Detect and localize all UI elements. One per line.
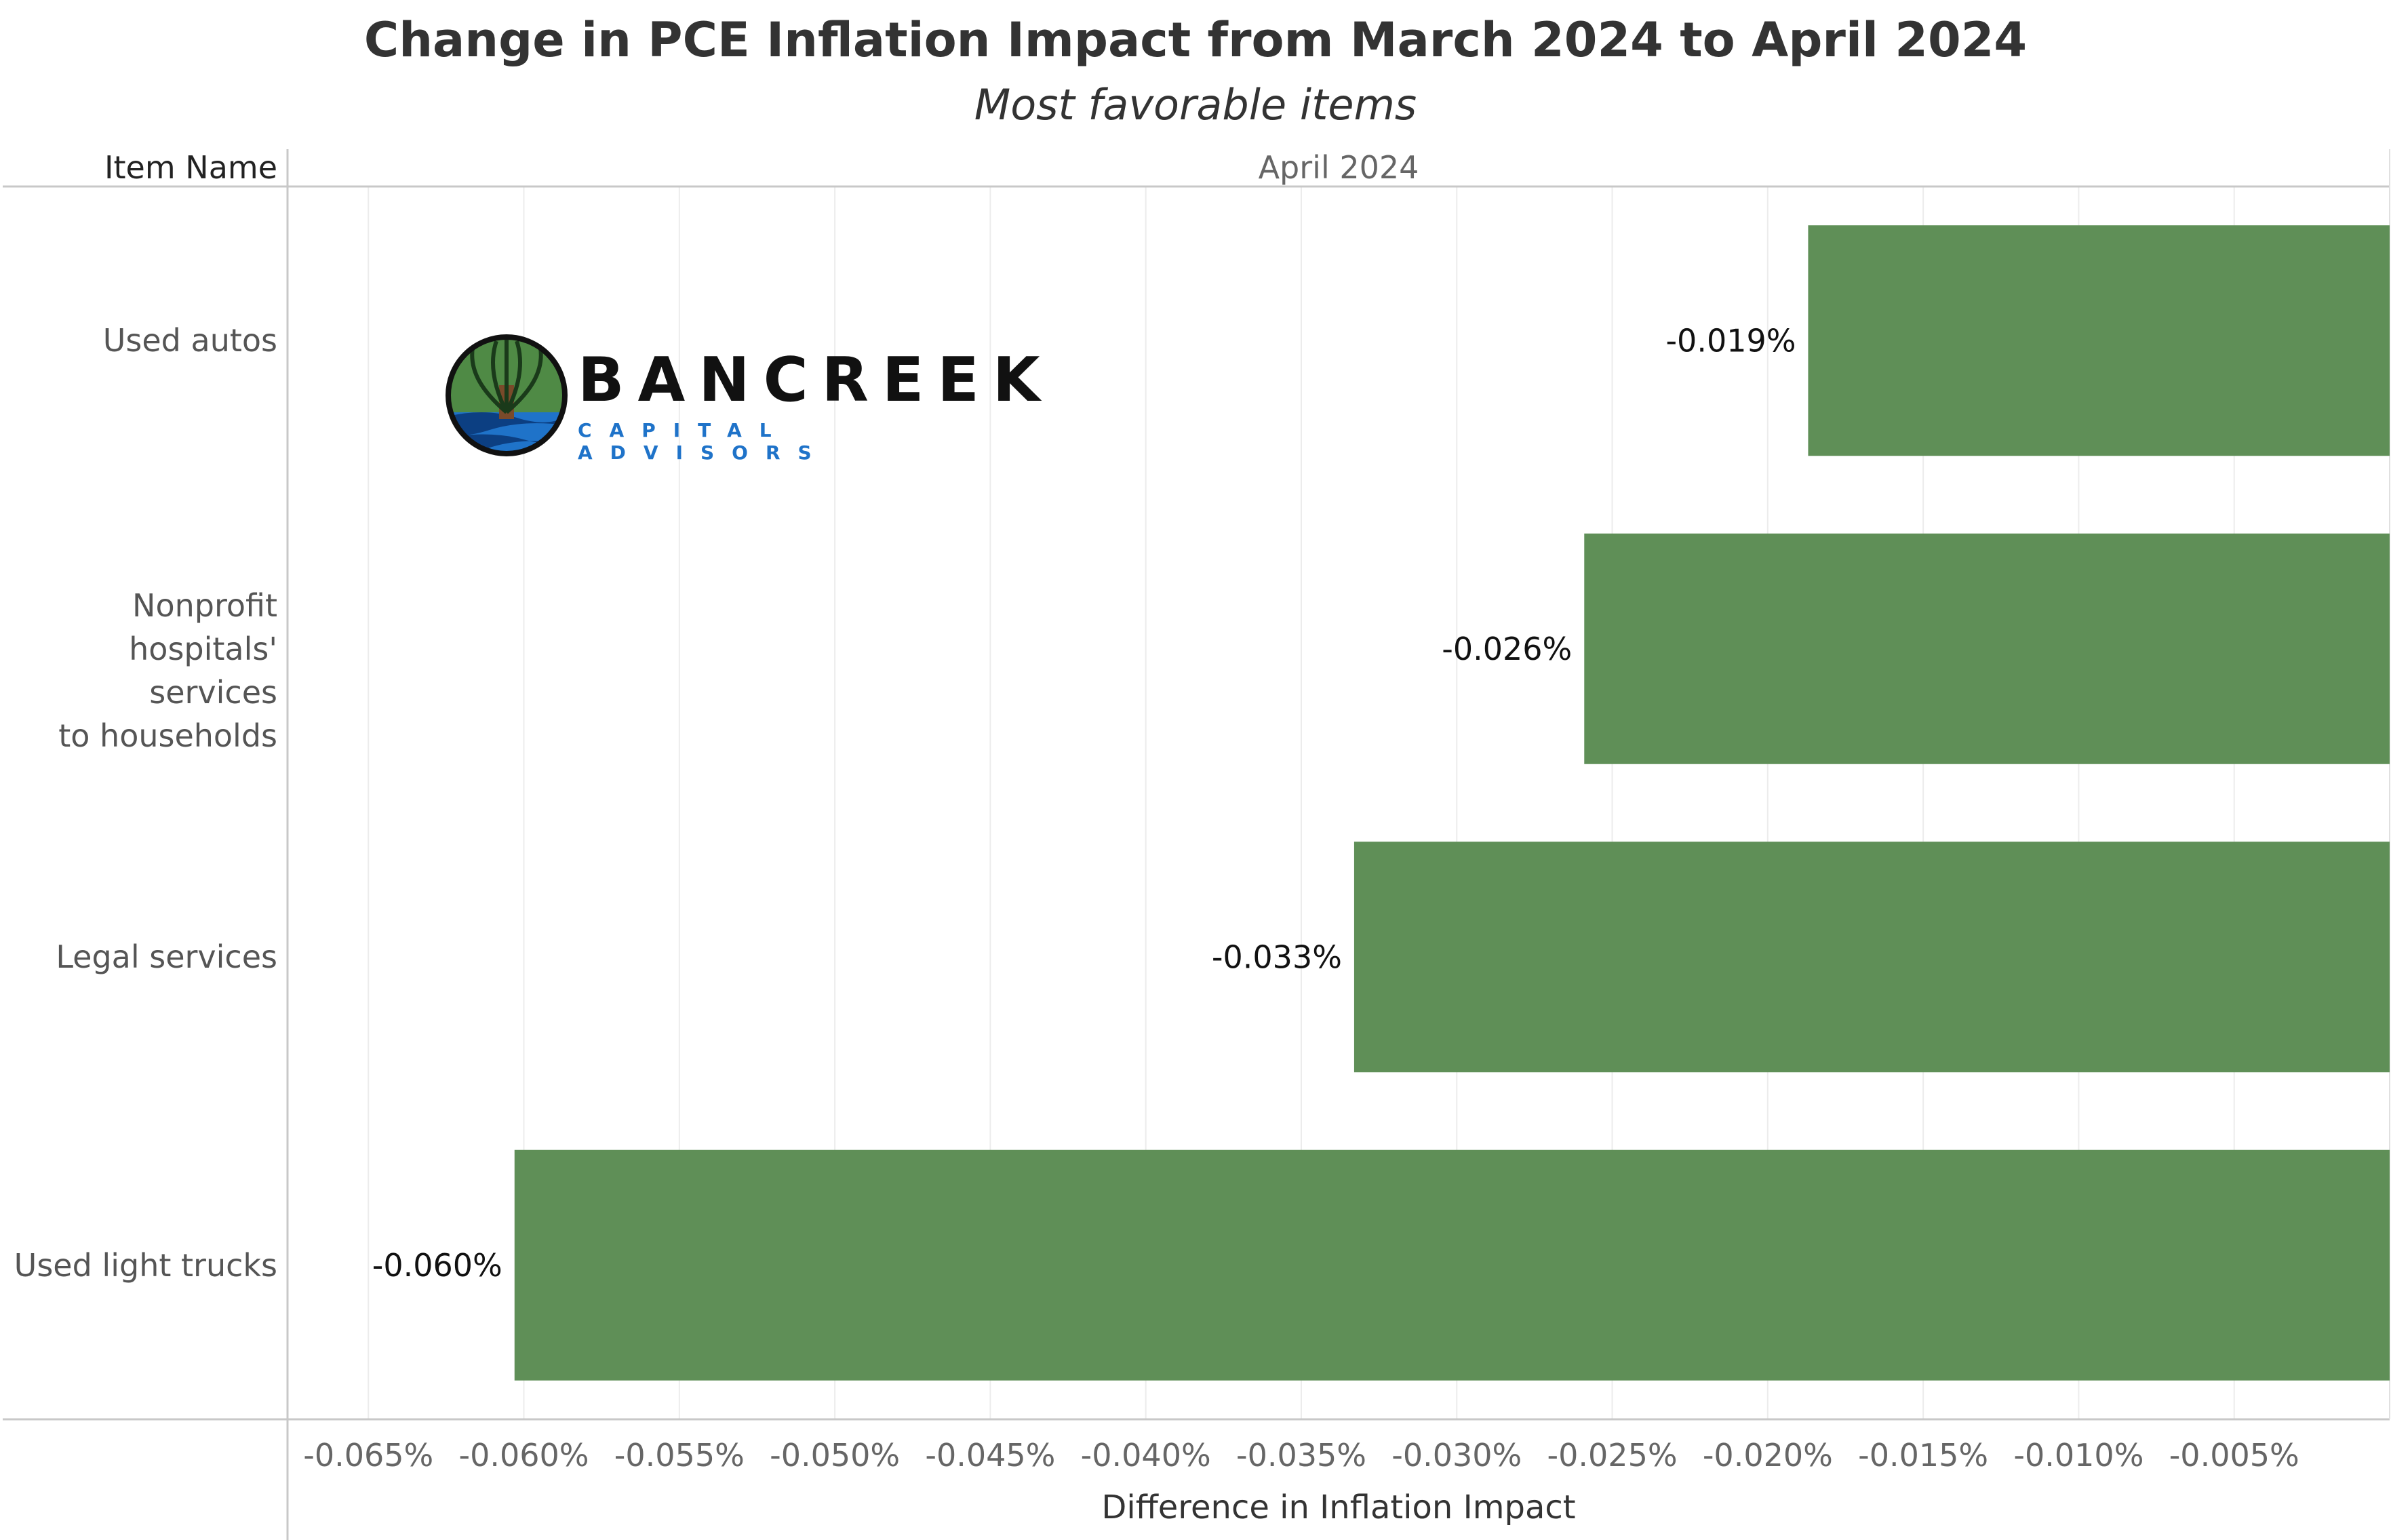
- x-tick-label: -0.005%: [2169, 1437, 2299, 1474]
- x-tick-label: -0.055%: [614, 1437, 745, 1474]
- category-label-line: to households: [58, 717, 277, 754]
- bar: [1808, 225, 2390, 456]
- x-tick-label: -0.060%: [459, 1437, 589, 1474]
- category-label: Used light trucks: [14, 1244, 277, 1287]
- x-tick-label: -0.015%: [1858, 1437, 1988, 1474]
- logo-tagline: CAPITAL ADVISORS: [578, 419, 829, 464]
- x-tick-label: -0.065%: [303, 1437, 433, 1474]
- x-tick-label: -0.035%: [1236, 1437, 1366, 1474]
- data-label: -0.019%: [1665, 322, 1796, 359]
- x-tick-label: -0.040%: [1081, 1437, 1211, 1474]
- category-label: Nonprofit hospitals' services to household…: [0, 584, 277, 757]
- row-header: Item Name: [104, 149, 277, 186]
- data-label: -0.026%: [1442, 631, 1572, 667]
- chart-title: Change in PCE Inflation Impact from Marc…: [363, 12, 2028, 68]
- bancreek-logo: BANCREEK CAPITAL ADVISORS: [442, 331, 1040, 467]
- chart-subtitle: Most favorable items: [974, 80, 1417, 130]
- bar: [514, 1149, 2390, 1381]
- category-label-line: Used autos: [102, 322, 277, 359]
- bar: [1353, 842, 2390, 1073]
- category-label: Used autos: [103, 319, 277, 362]
- data-label: -0.033%: [1212, 939, 1342, 975]
- category-label-line: Legal services: [56, 939, 277, 976]
- column-header: April 2024: [1258, 149, 1419, 186]
- category-label-line: Used light trucks: [14, 1246, 277, 1284]
- x-tick-label: -0.030%: [1391, 1437, 1522, 1474]
- x-tick-label: -0.050%: [770, 1437, 900, 1474]
- category-label-line: hospitals' services: [129, 630, 277, 711]
- logo-wordmark: BANCREEK: [578, 344, 1054, 416]
- category-label-line: Nonprofit: [132, 587, 277, 624]
- category-label: Legal services: [56, 935, 277, 979]
- x-tick-label: -0.025%: [1547, 1437, 1678, 1474]
- bar: [1584, 533, 2390, 764]
- x-tick-label: -0.020%: [1703, 1437, 1833, 1474]
- tree-river-logo-icon: [446, 334, 568, 456]
- x-axis-title: Difference in Inflation Impact: [1101, 1488, 1576, 1526]
- x-tick-label: -0.010%: [2013, 1437, 2143, 1474]
- data-label: -0.060%: [372, 1247, 502, 1284]
- x-tick-label: -0.045%: [925, 1437, 1055, 1474]
